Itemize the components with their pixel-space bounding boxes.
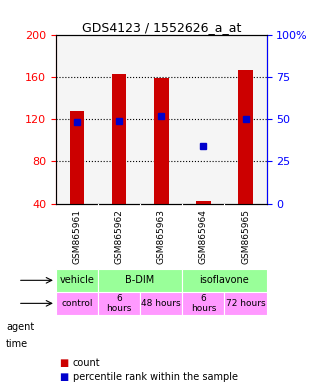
FancyBboxPatch shape	[182, 292, 224, 315]
Text: count: count	[73, 358, 100, 368]
Text: percentile rank within the sample: percentile rank within the sample	[73, 372, 238, 382]
Text: time: time	[6, 339, 28, 349]
FancyBboxPatch shape	[140, 292, 182, 315]
FancyBboxPatch shape	[56, 269, 98, 292]
FancyBboxPatch shape	[182, 269, 267, 292]
Text: ■: ■	[59, 372, 68, 382]
Text: ■: ■	[59, 358, 68, 368]
Text: GSM865961: GSM865961	[72, 209, 82, 264]
Text: GSM865964: GSM865964	[199, 209, 208, 263]
Text: agent: agent	[6, 322, 34, 332]
Text: 48 hours: 48 hours	[141, 299, 181, 308]
Bar	[196, 201, 211, 204]
FancyBboxPatch shape	[98, 292, 140, 315]
Text: control: control	[61, 299, 93, 308]
FancyBboxPatch shape	[56, 292, 98, 315]
Text: vehicle: vehicle	[60, 275, 94, 285]
Text: 6
hours: 6 hours	[191, 294, 216, 313]
Text: GSM865965: GSM865965	[241, 209, 250, 264]
Text: B-DIM: B-DIM	[126, 275, 155, 285]
Bar	[69, 111, 84, 204]
Bar	[112, 74, 126, 204]
Text: 6
hours: 6 hours	[106, 294, 132, 313]
FancyBboxPatch shape	[224, 292, 267, 315]
Bar	[238, 71, 253, 204]
Text: GSM865963: GSM865963	[157, 209, 166, 264]
Text: GSM865962: GSM865962	[114, 209, 124, 263]
Text: isoflavone: isoflavone	[200, 275, 249, 285]
Bar	[154, 78, 169, 204]
FancyBboxPatch shape	[98, 269, 182, 292]
Text: GDS4123 / 1552626_a_at: GDS4123 / 1552626_a_at	[82, 21, 241, 34]
Text: 72 hours: 72 hours	[226, 299, 265, 308]
